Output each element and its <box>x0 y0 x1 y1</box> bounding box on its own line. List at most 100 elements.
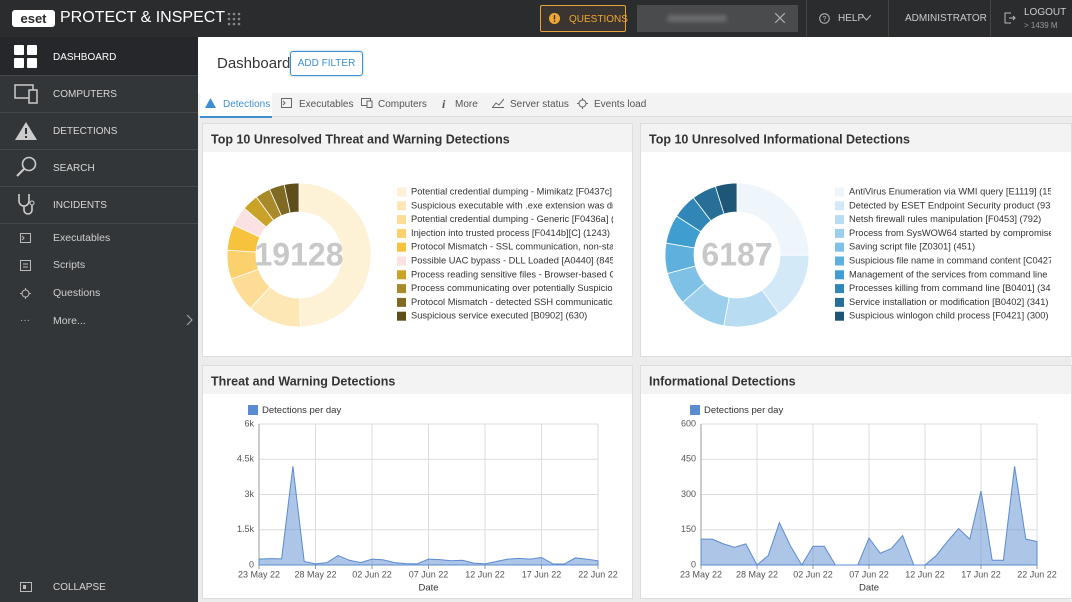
legend-label: Service installation or modification [B0… <box>849 297 1048 307</box>
area-panel: Threat and Warning Detections 0 1.5k 3k 4.5k… <box>202 365 633 599</box>
logout-icon <box>1004 12 1016 24</box>
panel-header <box>641 366 1071 394</box>
area-panel: Informational Detections 0 150 300 450 600 23 … <box>640 365 1072 599</box>
legend-swatch <box>397 311 406 321</box>
legend-label: Suspicious service executed [B0902] (630… <box>411 311 587 321</box>
incidents-icon <box>18 194 35 215</box>
x-tick-label: 17 Jun 22 <box>961 569 1001 579</box>
legend-label: Protocol Mismatch - detected SSH communi… <box>411 297 613 307</box>
divider <box>990 0 991 37</box>
tab-icon <box>577 98 588 109</box>
legend-swatch <box>397 215 406 225</box>
panel-title: Top 10 Unresolved Threat and Warning Det… <box>211 132 510 146</box>
nav-subitem[interactable]: Questions <box>53 287 101 299</box>
help-menu[interactable]: HELP <box>838 13 865 24</box>
nav-subitem[interactable]: Executables <box>53 232 111 244</box>
divider <box>806 0 807 37</box>
header: eset PROTECT & INSPECT QUESTIONS ? HELP … <box>0 0 1072 37</box>
legend-label: Process reading sensitive files - Browse… <box>411 269 619 279</box>
nav-item[interactable]: COMPUTERS <box>53 89 117 100</box>
legend-label: Suspicious executable with .exe extensio… <box>411 200 620 210</box>
tab-icon <box>361 98 373 108</box>
product-name: PROTECT & INSPECT <box>60 9 226 26</box>
panel-title: Threat and Warning Detections <box>211 374 395 388</box>
tab[interactable]: Computers <box>378 99 427 110</box>
panel-header <box>203 366 632 394</box>
apps-icon[interactable] <box>227 12 241 26</box>
separator <box>0 186 198 187</box>
nav-item[interactable]: DASHBOARD <box>53 52 117 63</box>
scripts-icon <box>20 260 31 271</box>
legend-swatch <box>835 215 844 225</box>
x-tick-label: 02 Jun 22 <box>352 569 392 579</box>
nav-subitem[interactable]: Scripts <box>53 259 86 271</box>
divider <box>888 0 889 37</box>
y-tick-label: 6k <box>244 418 254 428</box>
legend-label: Protocol Mismatch - SSL communication, n… <box>411 242 615 252</box>
x-tick-label: 07 Jun 22 <box>849 569 889 579</box>
x-axis-title: Date <box>859 583 879 594</box>
legend-label: Suspicious file name in command content … <box>849 255 1053 265</box>
y-tick-label: 1.5k <box>237 524 255 534</box>
logout-button[interactable]: LOGOUT <box>1024 7 1067 18</box>
panel-header <box>641 124 1071 152</box>
logout-timer: > 1439 M <box>1024 21 1058 30</box>
tab-icon <box>492 98 504 108</box>
legend: AntiVirus Enumeration via WMI query [E11… <box>835 186 1054 321</box>
legend-swatch <box>835 297 844 307</box>
search-box[interactable] <box>637 5 798 32</box>
legend-swatch <box>835 284 844 294</box>
legend-label: Process from SysWOW64 started by comprom… <box>849 228 1054 238</box>
separator <box>0 75 198 76</box>
brand-badge[interactable]: eset <box>12 10 55 27</box>
chevron <box>186 314 193 326</box>
legend-label: Detections per day <box>262 405 341 416</box>
nav-item[interactable]: INCIDENTS <box>53 200 107 211</box>
dashboard-icon <box>14 45 37 68</box>
legend-swatch <box>835 311 844 321</box>
questions-label: QUESTIONS <box>569 14 628 25</box>
legend-swatch <box>835 256 844 266</box>
panel-header <box>203 124 632 152</box>
y-tick-label: 3k <box>244 489 254 499</box>
y-tick-label: 0 <box>249 559 254 569</box>
collapse-button[interactable]: COLLAPSE <box>53 582 106 593</box>
legend-swatch <box>248 405 258 415</box>
tab[interactable]: More <box>455 99 478 110</box>
chevron <box>862 15 871 21</box>
x-tick-label: 28 May 22 <box>736 569 778 579</box>
tab[interactable]: Executables <box>299 99 354 110</box>
legend-label: Process communicating over potentially S… <box>411 283 613 293</box>
panel-title: Top 10 Unresolved Informational Detectio… <box>649 132 910 146</box>
nav-subitem[interactable]: More... <box>53 315 86 327</box>
computers-icon <box>14 84 38 104</box>
legend-label: Suspicious winlogon child process [F0421… <box>849 311 1048 321</box>
x-tick-label: 17 Jun 22 <box>522 569 562 579</box>
add-filter-button[interactable]: ADD FILTER <box>290 51 363 76</box>
donut-segment <box>283 182 300 214</box>
y-tick-label: 0 <box>691 559 696 569</box>
questions-button[interactable]: QUESTIONS <box>540 5 628 32</box>
tab[interactable]: Server status <box>510 99 569 110</box>
legend-swatch <box>835 228 844 238</box>
x-tick-label: 02 Jun 22 <box>793 569 833 579</box>
legend-swatch <box>397 187 406 197</box>
legend-swatch <box>835 201 844 211</box>
legend-swatch <box>397 201 406 211</box>
clear-icon[interactable] <box>775 13 785 23</box>
user-menu[interactable]: ADMINISTRATOR <box>905 13 987 24</box>
tab[interactable]: Events load <box>594 99 647 110</box>
legend-label: Saving script file [Z0301] (451) <box>849 242 975 252</box>
legend-label: Injection into trusted process [F0414b][… <box>411 228 610 238</box>
legend-swatch <box>397 270 406 280</box>
x-tick-label: 07 Jun 22 <box>409 569 449 579</box>
tab-icon <box>281 98 292 108</box>
active-item <box>0 37 198 75</box>
tab[interactable]: Detections <box>223 99 271 110</box>
legend-swatch <box>835 187 844 197</box>
nav-item[interactable]: SEARCH <box>53 163 95 174</box>
legend-swatch <box>690 405 700 415</box>
x-tick-label: 22 Jun 22 <box>578 569 618 579</box>
tab-icon <box>205 98 216 108</box>
nav-item[interactable]: DETECTIONS <box>53 126 118 137</box>
